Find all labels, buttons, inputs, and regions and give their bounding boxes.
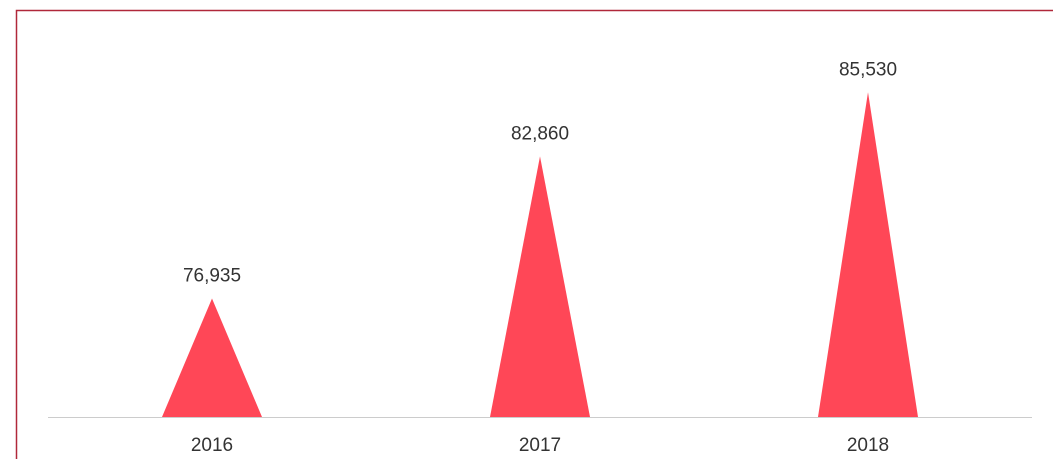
frame [15, 9, 1053, 459]
x-tick-label: 2018 [847, 435, 889, 456]
triangle-bar [490, 156, 590, 418]
triangle-bar [162, 298, 262, 417]
value-label: 82,860 [511, 123, 569, 144]
triangle-bar [818, 92, 918, 417]
value-label: 85,530 [839, 59, 897, 80]
value-label: 76,935 [183, 266, 241, 287]
x-tick-label: 2016 [191, 435, 233, 456]
x-tick-label: 2017 [519, 435, 561, 456]
